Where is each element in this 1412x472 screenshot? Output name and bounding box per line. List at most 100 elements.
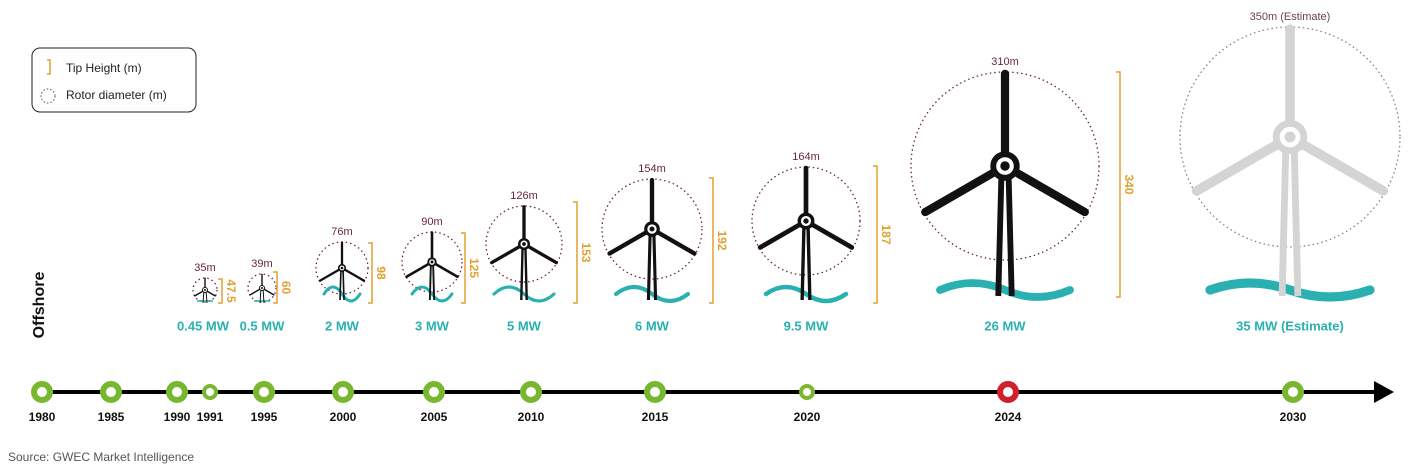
capacity: 0.5 MW — [240, 318, 286, 333]
segment-label: Offshore — [31, 272, 48, 339]
blade — [318, 266, 344, 282]
hub-center — [430, 260, 434, 264]
wave — [613, 284, 691, 304]
blade — [607, 226, 655, 256]
blade — [340, 266, 366, 282]
year-label: 2020 — [794, 410, 821, 424]
timeline-arrow — [1374, 381, 1394, 403]
timeline-dot — [31, 381, 53, 403]
blade — [405, 260, 434, 279]
tip-bracket — [709, 177, 714, 304]
blade — [757, 218, 809, 250]
tip-bracket — [873, 165, 878, 304]
legend-box — [31, 47, 197, 113]
tip-bracket — [368, 242, 373, 304]
year-label: 2005 — [421, 410, 448, 424]
rotor-label: 310m — [991, 56, 1019, 68]
rotor-circle — [751, 166, 861, 276]
rotor-label: 126m — [510, 190, 538, 202]
year-label: 2015 — [642, 410, 669, 424]
year-label: 2000 — [330, 410, 357, 424]
tip-height: 192 — [715, 230, 729, 250]
capacity: 35 MW (Estimate) — [1236, 318, 1344, 333]
year-label: 1991 — [197, 410, 224, 424]
wave — [322, 285, 362, 303]
rotor-circle — [192, 277, 218, 303]
blade — [522, 242, 558, 265]
blade — [1000, 161, 1089, 217]
blade — [803, 218, 855, 250]
hub-center — [1284, 131, 1296, 143]
capacity: 6 MW — [635, 318, 670, 333]
tip-height: 60 — [279, 281, 293, 295]
year-label: 2024 — [995, 410, 1022, 424]
blade — [1285, 132, 1389, 196]
rotor-circle — [485, 205, 563, 283]
rotor-label: 154m — [638, 163, 666, 175]
blade — [490, 242, 526, 265]
tower — [800, 220, 812, 301]
blade — [921, 161, 1010, 217]
tip-bracket — [1116, 71, 1121, 298]
capacity: 5 MW — [507, 318, 542, 333]
blade — [430, 260, 459, 279]
hub-center — [204, 289, 206, 291]
tower — [428, 261, 436, 301]
tip-height: 125 — [467, 258, 481, 278]
wave — [936, 279, 1074, 301]
wave — [492, 285, 556, 303]
rotor-label: 350m (Estimate) — [1250, 11, 1331, 23]
timeline-dot — [202, 384, 218, 400]
tip-bracket — [461, 232, 466, 304]
tower — [1278, 136, 1302, 297]
blade — [1191, 132, 1295, 196]
rotor-label: 76m — [331, 226, 352, 238]
wave — [1205, 278, 1375, 302]
tip-height: 47.5 — [224, 279, 238, 303]
legend-circle-icon — [40, 88, 56, 104]
year-label: 2010 — [518, 410, 545, 424]
wave — [410, 285, 454, 303]
tower — [646, 228, 658, 301]
tower — [995, 165, 1015, 297]
tower — [520, 243, 528, 301]
timeline-dot — [1282, 381, 1304, 403]
year-label: 1995 — [251, 410, 278, 424]
legend-rotor: Rotor diameter (m) — [66, 88, 167, 102]
rotor-label: 35m — [194, 262, 215, 274]
rotor-label: 39m — [251, 258, 272, 270]
tip-bracket — [218, 278, 223, 304]
legend-tip-height: Tip Height (m) — [66, 61, 142, 75]
capacity: 2 MW — [325, 318, 360, 333]
wave — [763, 284, 849, 304]
rotor-label: 90m — [421, 216, 442, 228]
capacity: 0.45 MW — [177, 318, 230, 333]
hub-center — [803, 218, 809, 224]
hub-center — [1000, 161, 1010, 171]
rotor-circle — [247, 273, 277, 303]
tip-height: 98 — [374, 266, 388, 280]
blade — [649, 226, 697, 256]
tower — [339, 267, 345, 301]
year-label: 1980 — [29, 410, 56, 424]
timeline-dot — [520, 381, 542, 403]
capacity: 26 MW — [984, 318, 1026, 333]
capacity: 3 MW — [415, 318, 450, 333]
timeline-dot — [644, 381, 666, 403]
year-label: 2030 — [1280, 410, 1307, 424]
hub-center — [261, 287, 263, 289]
timeline-dot — [100, 381, 122, 403]
hub-center — [522, 242, 526, 246]
hub-center — [649, 226, 655, 232]
rotor-circle — [401, 231, 463, 293]
tip-height: 153 — [579, 242, 593, 262]
year-label: 1985 — [98, 410, 125, 424]
rotor-label: 164m — [792, 151, 820, 163]
timeline-dot — [799, 384, 815, 400]
timeline-dot — [166, 381, 188, 403]
timeline-dot — [253, 381, 275, 403]
timeline-dot — [332, 381, 354, 403]
tip-bracket — [273, 271, 278, 304]
